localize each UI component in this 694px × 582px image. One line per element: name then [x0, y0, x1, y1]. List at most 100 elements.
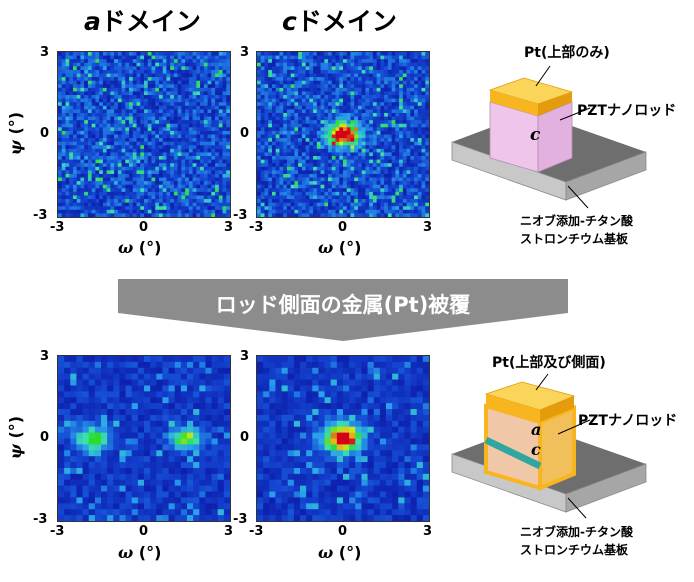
- heatmap-cell: [84, 213, 89, 217]
- heatmap-cell: [188, 116, 194, 121]
- heatmap-cell: [58, 206, 63, 211]
- heatmap-cell: [185, 109, 190, 114]
- heatmap-cell: [166, 112, 171, 117]
- heatmap-cell: [286, 152, 292, 157]
- heatmap-cell: [207, 80, 212, 85]
- heatmap-cell: [125, 95, 130, 100]
- heatmap-cell: [376, 166, 381, 171]
- heatmap-cell: [137, 420, 145, 428]
- heatmap-cell: [354, 120, 359, 125]
- heatmap-cell: [91, 202, 96, 207]
- heatmap-cell: [173, 98, 179, 103]
- heatmap-cell: [158, 123, 164, 128]
- heatmap-cell: [399, 102, 404, 107]
- heatmap-cell: [136, 84, 141, 89]
- heatmap-cell: [268, 120, 273, 125]
- heatmap-cell: [166, 184, 171, 189]
- heatmap-cell: [283, 177, 288, 182]
- heatmap-cell: [309, 170, 314, 175]
- heatmap-cell: [102, 55, 108, 60]
- heatmap-cell: [170, 130, 175, 135]
- heatmap-cell: [91, 188, 96, 193]
- heatmap-cell: [384, 206, 389, 211]
- heatmap-cell: [298, 120, 303, 125]
- heatmap-cell: [177, 134, 182, 139]
- heatmap-cell: [132, 105, 137, 110]
- heatmap-cell: [222, 148, 227, 153]
- heatmap-cell: [58, 134, 63, 139]
- heatmap-cell: [87, 138, 93, 143]
- heatmap-cell: [395, 62, 400, 67]
- heatmap-cell: [181, 199, 186, 204]
- heatmap-cell: [147, 55, 152, 60]
- heatmap-cell: [76, 361, 83, 369]
- heatmap-cell: [140, 102, 145, 107]
- heatmap-cell: [283, 159, 288, 164]
- heatmap-cell: [268, 206, 273, 211]
- heatmap-cell: [185, 130, 190, 135]
- heatmap-cell: [61, 69, 66, 74]
- heatmap-cell: [102, 102, 108, 107]
- heatmap-cell: [320, 152, 325, 157]
- heatmap-cell: [346, 181, 351, 186]
- heatmap-cell: [188, 199, 194, 204]
- heatmap-cell: [101, 450, 108, 457]
- heatmap-cell: [110, 59, 115, 64]
- heatmap-cell: [268, 141, 273, 146]
- heatmap-cell: [286, 109, 292, 114]
- heatmap-cell: [196, 141, 201, 146]
- heatmap-cell: [188, 206, 194, 211]
- heatmap-cell: [64, 444, 71, 451]
- heatmap-cell: [162, 170, 167, 175]
- heatmap-cell: [286, 116, 292, 121]
- heatmap-cell: [218, 184, 223, 189]
- heatmap-cell: [76, 69, 81, 74]
- heatmap-cell: [343, 213, 348, 217]
- heatmap-cell: [80, 73, 85, 78]
- heatmap-cell: [316, 181, 321, 186]
- heatmap-cell: [324, 130, 329, 135]
- heatmap-cell: [70, 444, 77, 451]
- heatmap-cell: [384, 177, 389, 182]
- heatmap-cell: [335, 163, 340, 168]
- heatmap-cell: [264, 77, 269, 82]
- heatmap-cell: [61, 87, 66, 92]
- heatmap-cell: [294, 52, 299, 56]
- heatmap-cell: [65, 206, 70, 211]
- heatmap-cell: [313, 109, 318, 114]
- heatmap-cell: [331, 130, 336, 135]
- heatmap-cell: [200, 66, 205, 71]
- heatmap-cell: [399, 73, 404, 78]
- heatmap-cell: [110, 148, 115, 153]
- heatmap-cell: [399, 181, 404, 186]
- heatmap-cell: [298, 206, 303, 211]
- heatmap-cell: [425, 127, 429, 132]
- heatmap-cell: [271, 52, 277, 56]
- heatmap-cell: [391, 77, 396, 82]
- heatmap-cell: [376, 87, 381, 92]
- heatmap-cell: [64, 515, 71, 521]
- heatmap-cell: [222, 156, 227, 161]
- heatmap-cell: [95, 188, 100, 193]
- heatmap-cell: [207, 84, 212, 89]
- heatmap-cell: [361, 138, 366, 143]
- heatmap-cell: [346, 112, 351, 117]
- heatmap-cell: [129, 73, 134, 78]
- heatmap-cell: [114, 66, 119, 71]
- heatmap-cell: [192, 156, 197, 161]
- heatmap-cell: [324, 199, 329, 204]
- heatmap-cell: [222, 199, 227, 204]
- heatmap-cell: [166, 206, 171, 211]
- heatmap-cell: [170, 116, 175, 121]
- heatmap-cell: [162, 152, 167, 157]
- heatmap-cell: [402, 213, 407, 217]
- heatmap-cell: [264, 148, 269, 153]
- heatmap-cell: [384, 199, 389, 204]
- heatmap-cell: [223, 356, 230, 363]
- heatmap-cell: [395, 69, 400, 74]
- heatmap-cell: [211, 467, 219, 475]
- heatmap-cell: [410, 184, 415, 189]
- heatmap-cell: [328, 116, 333, 121]
- heatmap-cell: [350, 159, 355, 164]
- heatmap-cell: [95, 166, 100, 171]
